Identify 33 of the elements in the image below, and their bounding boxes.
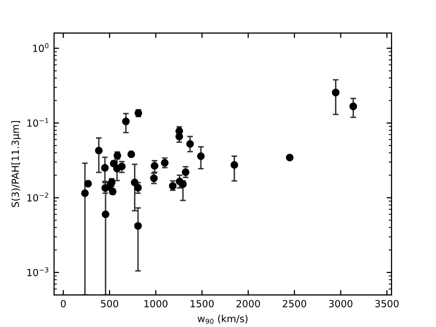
point <box>160 159 169 167</box>
point <box>134 222 142 230</box>
x-tick-label: 0 <box>60 300 66 308</box>
point <box>186 140 194 148</box>
x-tick-label: 2000 <box>236 300 260 308</box>
x-axis-title: w$_{90}$ (km/s) <box>198 314 248 324</box>
point <box>122 118 130 126</box>
point <box>81 189 89 198</box>
point <box>150 162 158 170</box>
y-tick-label: 10$^{−1}$ <box>27 118 48 127</box>
y-tick-label: 10$^{−3}$ <box>27 267 48 276</box>
point <box>94 146 103 154</box>
x-tick-label: 3500 <box>375 300 399 308</box>
x-tick-label: 500 <box>101 300 118 308</box>
point <box>182 168 190 176</box>
point <box>127 150 136 158</box>
point <box>175 127 184 135</box>
point <box>197 152 205 160</box>
y-axis-title: S(3)/PAH[11.3μm] <box>11 121 21 208</box>
point <box>101 164 109 172</box>
point <box>230 161 238 169</box>
point <box>102 210 110 218</box>
y-tick-label: 10$^{0}$ <box>33 43 48 52</box>
x-tick-label: 3000 <box>329 300 352 308</box>
x-tick-label: 2500 <box>282 300 306 308</box>
point <box>175 132 184 140</box>
x-tick-label: 1500 <box>190 300 214 308</box>
point <box>286 154 294 162</box>
y-tick-label: 10$^{−2}$ <box>27 192 48 202</box>
x-tick-label: 1000 <box>144 300 168 308</box>
point <box>332 88 340 96</box>
point <box>349 102 358 110</box>
point <box>134 184 142 192</box>
